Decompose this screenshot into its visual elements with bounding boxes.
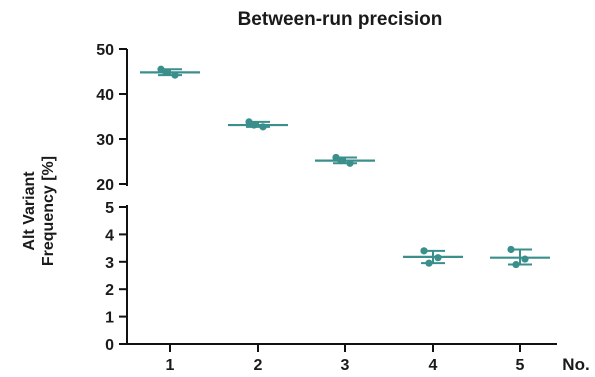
y-tick-label: 4 <box>105 227 114 244</box>
sample-group-4 <box>403 247 463 267</box>
x-tick-label: 4 <box>429 357 438 374</box>
x-tick-label: 1 <box>166 357 175 374</box>
y-axis-label-line1: Alt Variant <box>21 171 38 251</box>
sample-group-2 <box>228 118 288 131</box>
sample-group-1 <box>140 65 200 79</box>
data-point <box>337 157 345 165</box>
data-point <box>250 121 258 129</box>
y-tick-label: 2 <box>105 282 114 299</box>
data-point <box>171 71 179 79</box>
x-axis-label: No. <box>562 355 589 374</box>
y-tick-label: 3 <box>105 255 114 272</box>
x-tick-label: 5 <box>516 357 525 374</box>
data-point <box>507 245 515 254</box>
data-point <box>434 254 442 262</box>
y-tick-label: 5 <box>105 200 114 217</box>
data-point <box>259 123 267 131</box>
y-tick-label: 50 <box>96 42 114 59</box>
data-point <box>162 68 170 76</box>
x-tick-label: 3 <box>341 357 350 374</box>
sample-group-5 <box>490 245 550 269</box>
x-tick-label: 2 <box>254 357 263 374</box>
data-point <box>420 247 428 255</box>
y-tick-label: 30 <box>96 132 114 149</box>
y-axis-label-line2: Frequency [%] <box>40 156 57 266</box>
y-tick-label: 1 <box>105 310 114 327</box>
data-point <box>512 260 520 269</box>
data-point <box>521 255 529 263</box>
data-point <box>425 259 433 267</box>
chart-title: Between-run precision <box>238 9 443 30</box>
y-tick-label: 40 <box>96 87 114 104</box>
data-point <box>346 159 354 167</box>
y-tick-label: 0 <box>105 337 114 354</box>
y-axis-label: Alt Variant Frequency [%] <box>21 156 57 266</box>
y-tick-label: 20 <box>96 177 114 194</box>
sample-group-3 <box>315 153 375 167</box>
